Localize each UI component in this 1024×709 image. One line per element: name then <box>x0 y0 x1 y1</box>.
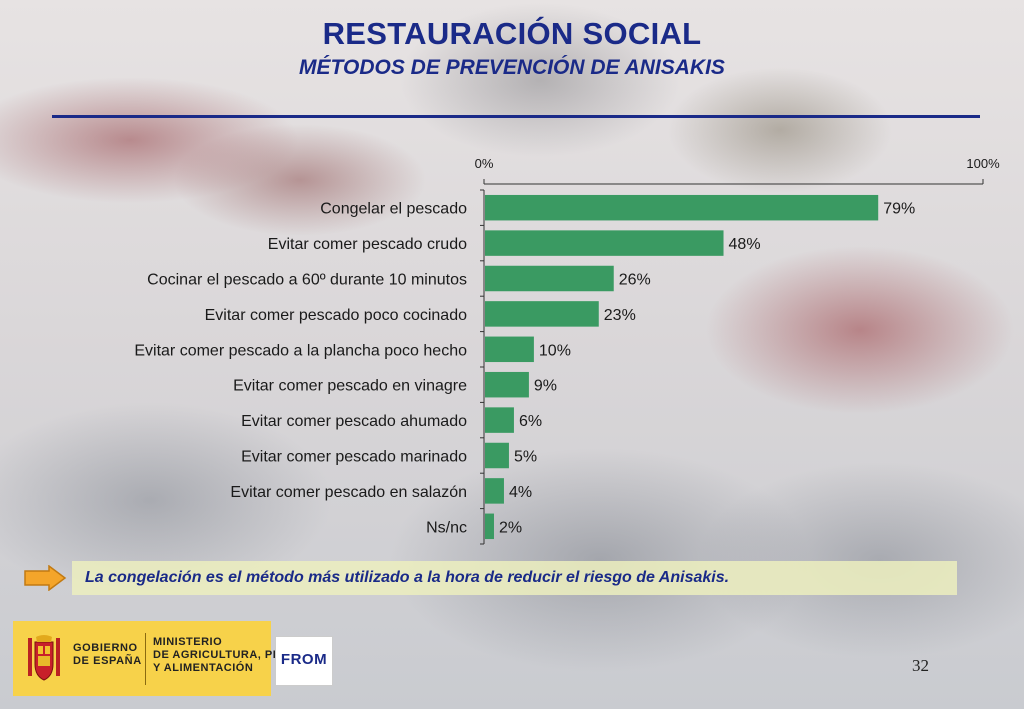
bar <box>485 230 724 256</box>
frm-logo-text: FROM <box>280 651 328 668</box>
category-label: Evitar comer pescado ahumado <box>241 413 467 430</box>
category-label: Evitar comer pescado crudo <box>268 236 467 253</box>
value-label: 48% <box>729 236 761 253</box>
title-divider <box>52 115 980 118</box>
slide-subtitle: MÉTODOS DE PREVENCIÓN DE ANISAKIS <box>299 56 725 79</box>
coat-of-arms-icon <box>28 635 60 681</box>
value-label: 23% <box>604 307 636 324</box>
x-axis: 0% 100% <box>475 156 1000 545</box>
value-label: 9% <box>534 378 557 395</box>
category-label: Evitar comer pescado marinado <box>241 449 467 466</box>
category-label: Evitar comer pescado en salazón <box>230 484 467 501</box>
bar <box>485 336 534 363</box>
bar <box>485 513 494 540</box>
x-tick-label: 0% <box>475 156 494 171</box>
value-label: 4% <box>509 484 532 501</box>
x-tick-label: 100% <box>966 156 1000 171</box>
bar <box>485 442 509 469</box>
bars: Congelar el pescado 79% Evitar comer pesca… <box>134 194 915 540</box>
category-label: Evitar comer pescado a la plancha poco h… <box>134 342 467 359</box>
category-label: Cocinar el pescado a 60º durante 10 minu… <box>147 272 467 289</box>
bar <box>485 301 599 327</box>
category-label: Congelar el pescado <box>320 201 467 218</box>
callout-text: La congelación es el método más utilizad… <box>85 569 730 586</box>
logo-divider <box>145 633 146 685</box>
callout-box: La congelación es el método más utilizad… <box>72 561 957 595</box>
frm-logo: FROM <box>275 636 333 686</box>
value-label: 5% <box>514 449 537 466</box>
page-number: 32 <box>912 656 929 675</box>
bar <box>485 478 504 504</box>
bar <box>485 265 614 292</box>
gobierno-text: GOBIERNO DE ESPAÑA <box>73 642 142 667</box>
bar <box>485 194 879 221</box>
value-label: 2% <box>499 519 522 536</box>
value-label: 79% <box>883 201 915 218</box>
value-label: 10% <box>539 342 571 359</box>
value-label: 26% <box>619 272 651 289</box>
category-label: Evitar comer pescado poco cocinado <box>205 307 467 324</box>
ministerio-text: MINISTERIO DE AGRICULTURA, PESCA Y ALIME… <box>153 636 306 674</box>
value-label: 6% <box>519 413 542 430</box>
arrow-icon <box>24 565 67 591</box>
bar <box>485 371 529 398</box>
bar <box>485 407 514 433</box>
slide-title: RESTAURACIÓN SOCIAL <box>322 16 702 51</box>
category-label: Ns/nc <box>426 519 467 536</box>
category-label: Evitar comer pescado en vinagre <box>233 378 467 395</box>
